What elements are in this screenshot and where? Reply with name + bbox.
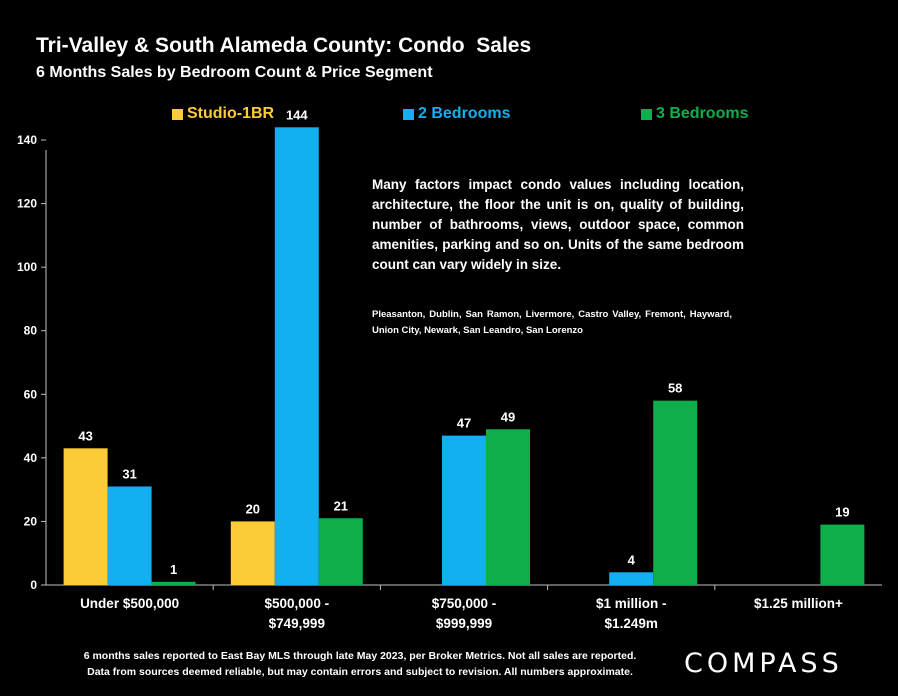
data-label-studio-1br: 43 [78, 428, 92, 443]
legend-swatch-studio [172, 108, 183, 120]
y-tick-label: 0 [30, 578, 37, 592]
bar-2-bedrooms [609, 572, 654, 585]
data-label-3-bedrooms: 49 [501, 409, 515, 424]
legend-item-studio: Studio-1BR [172, 105, 274, 123]
compass-logo: COMPASS [684, 648, 843, 679]
legend-label-studio: Studio-1BR [187, 105, 275, 122]
data-label-studio-1br: 20 [246, 501, 260, 516]
footnote: 6 months sales reported to East Bay MLS … [40, 648, 680, 680]
data-label-2-bedrooms: 4 [628, 552, 636, 567]
y-tick-label: 40 [24, 451, 38, 465]
y-tick-label: 20 [24, 514, 38, 528]
y-tick-label: 100 [17, 260, 37, 274]
x-tick-label: $749,999 [269, 616, 325, 631]
x-tick-label: $500,000 - [265, 596, 330, 611]
bar-3-bedrooms [653, 400, 698, 585]
data-label-3-bedrooms: 1 [170, 562, 177, 577]
chart-subtitle: 6 Months Sales by Bedroom Count & Price … [36, 64, 433, 81]
chart-title: Tri-Valley & South Alameda County: Condo… [36, 34, 532, 57]
footnote-line-2: Data from sources deemed reliable, but m… [87, 666, 633, 678]
x-tick-label: Under $500,000 [80, 596, 179, 611]
bar-3-bedrooms [820, 524, 865, 585]
footnote-line-1: 6 months sales reported to East Bay MLS … [83, 650, 637, 662]
data-label-2-bedrooms: 47 [457, 416, 471, 431]
y-tick-label: 120 [17, 197, 37, 211]
legend-label-3br: 3 Bedrooms [656, 105, 749, 122]
cities-list: Pleasanton, Dublin, San Ramon, Livermore… [372, 309, 732, 336]
legend-label-2br: 2 Bedrooms [418, 105, 511, 122]
bar-2-bedrooms [274, 127, 319, 586]
bar-2-bedrooms [107, 486, 152, 585]
x-tick-label: $999,999 [436, 616, 492, 631]
x-tick-label: $1.249m [605, 616, 658, 631]
data-label-3-bedrooms: 58 [668, 381, 682, 396]
data-label-2-bedrooms: 31 [122, 466, 136, 481]
data-label-3-bedrooms: 19 [835, 505, 849, 520]
y-tick-label: 140 [17, 133, 37, 147]
x-tick-label: $1 million - [596, 596, 667, 611]
bar-2-bedrooms [442, 435, 486, 585]
legend-swatch-2br [403, 108, 414, 120]
x-tick-label: $750,000 - [432, 596, 497, 611]
bar-studio-1br [63, 448, 108, 585]
bar-3-bedrooms [151, 581, 196, 585]
bar-studio-1br [230, 521, 275, 585]
legend-item-2br: 2 Bedrooms [403, 105, 510, 123]
data-label-3-bedrooms: 21 [334, 498, 348, 513]
legend-item-3br: 3 Bedrooms [641, 105, 748, 123]
bar-3-bedrooms [318, 518, 363, 585]
x-tick-label: $1.25 million+ [754, 596, 843, 611]
chart-annotation: Many factors impact condo values includi… [372, 177, 744, 272]
legend-swatch-3br [641, 108, 652, 120]
y-tick-label: 80 [24, 324, 38, 338]
data-label-2-bedrooms: 144 [286, 107, 308, 122]
y-tick-label: 60 [24, 387, 38, 401]
bar-3-bedrooms [486, 429, 530, 585]
